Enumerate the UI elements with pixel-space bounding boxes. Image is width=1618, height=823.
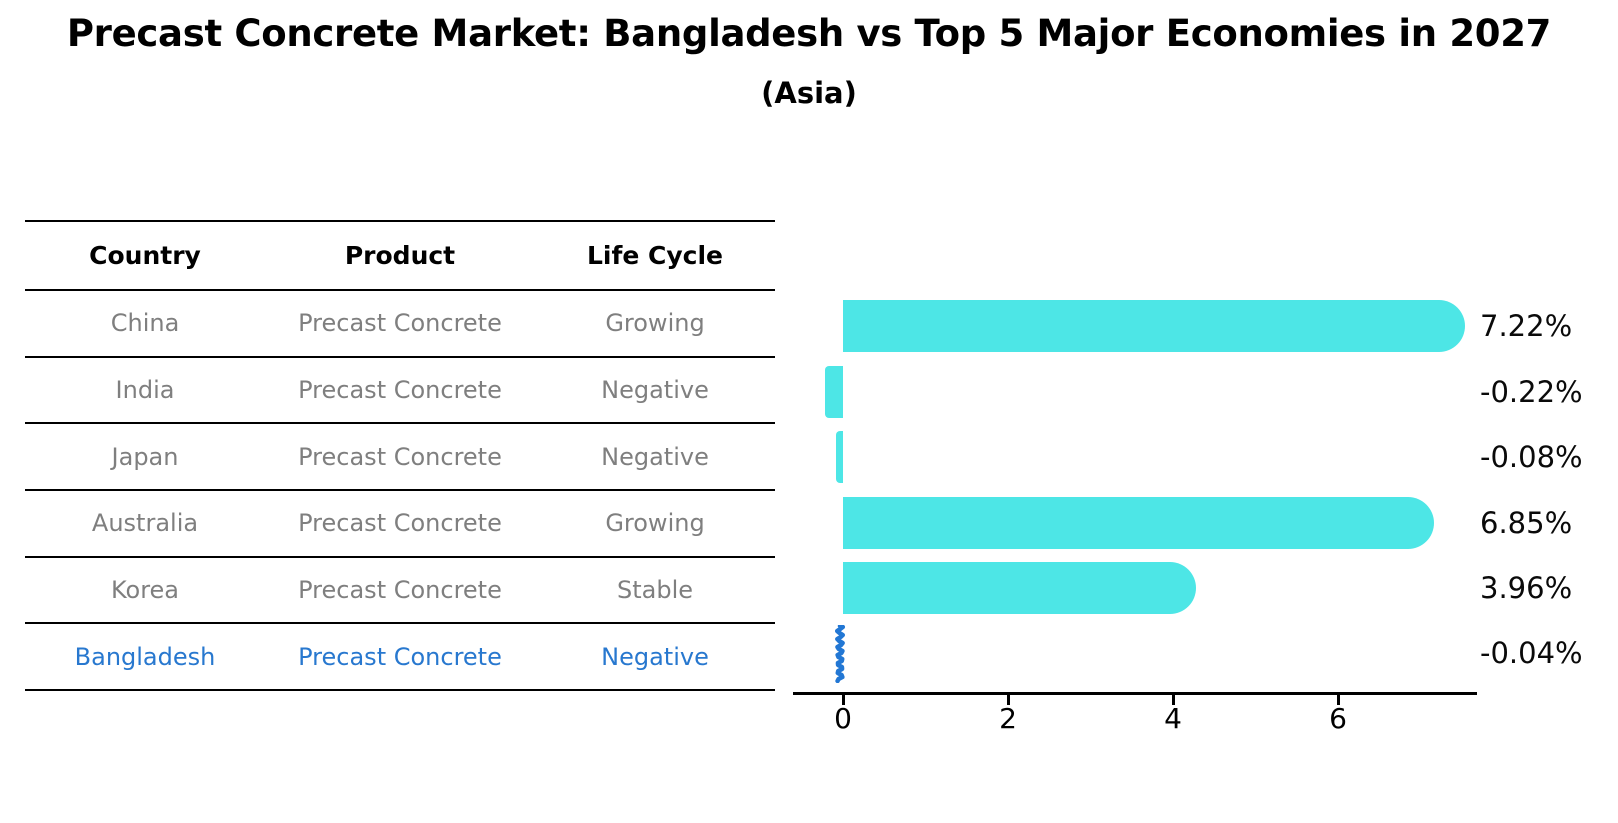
table-cell-country: India [115,376,175,405]
table-body: China Precast Concrete Growing India Precast… [25,291,775,692]
x-axis-tick-label: 0 [834,702,852,735]
table-cell-country: Korea [110,576,180,605]
chart-bar-australia [843,497,1435,549]
x-axis-tick [1171,695,1175,705]
x-axis-tick-label: 2 [999,702,1017,735]
chart-bar-china [843,300,1465,352]
chart-bar-japan [836,431,843,483]
x-axis-tick [1006,695,1010,705]
chart-subtitle: (Asia) [761,76,857,110]
bar-value-label: -0.08% [1480,440,1583,474]
column-header-country: Country [89,241,201,270]
table-row: China Precast Concrete Growing [25,291,775,358]
table-cell-country: Japan [111,442,179,471]
bar-value-label: 3.96% [1480,571,1573,605]
x-axis-tick-label: 4 [1164,702,1182,735]
table-cell-product: Precast Concrete [298,509,502,538]
table-cell-country: China [110,309,180,338]
column-header-product: Product [344,241,456,270]
x-axis-tick [1336,695,1340,705]
bar-value-label: 7.22% [1480,309,1573,343]
chart-bar-india [824,366,843,418]
bar-value-label: -0.04% [1480,636,1583,670]
x-axis-line [793,692,1477,695]
table-cell-product: Precast Concrete [298,642,502,671]
table-cell-product: Precast Concrete [298,309,502,338]
table-cell-lifecycle: Growing [605,509,705,538]
table-cell-country: Bangladesh [74,642,216,671]
table-cell-lifecycle: Negative [601,376,709,405]
bangladesh-squiggle-marker [834,625,845,683]
table-cell-country: Australia [91,509,199,538]
chart-title: Precast Concrete Market: Bangladesh vs T… [66,12,1552,55]
column-header-lifecycle: Life Cycle [586,241,724,270]
bar-value-label: 6.85% [1480,506,1573,540]
bar-value-label: -0.22% [1480,375,1583,409]
x-axis-tick [841,695,845,705]
table-cell-lifecycle: Growing [605,309,705,338]
table-row: Bangladesh Precast Concrete Negative [25,624,775,692]
chart-bar-korea [843,562,1196,614]
table-cell-lifecycle: Negative [601,442,709,471]
x-axis-tick-label: 6 [1329,702,1347,735]
table-cell-product: Precast Concrete [298,442,502,471]
table-row: Korea Precast Concrete Stable [25,558,775,625]
table-cell-lifecycle: Negative [601,642,709,671]
table-cell-lifecycle: Stable [616,576,694,605]
table-header-row: Country Product Life Cycle [25,222,775,291]
table-row: India Precast Concrete Negative [25,358,775,425]
table-row: Australia Precast Concrete Growing [25,491,775,558]
table-cell-product: Precast Concrete [298,376,502,405]
data-table: Country Product Life Cycle China Precast … [25,220,775,692]
table-cell-product: Precast Concrete [298,576,502,605]
table-row: Japan Precast Concrete Negative [25,424,775,492]
